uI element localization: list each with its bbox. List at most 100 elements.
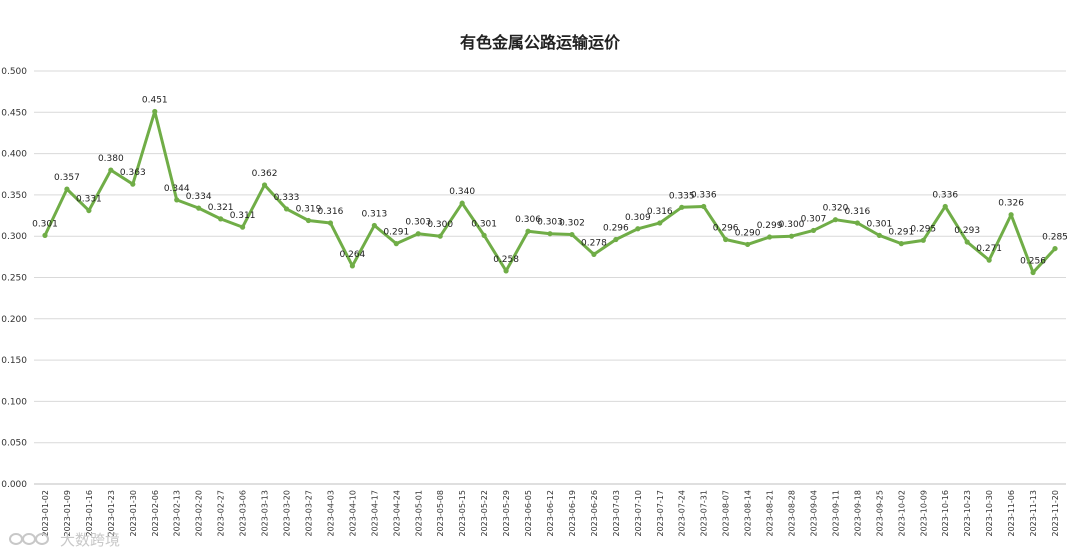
data-label: 0.299 [757, 221, 783, 231]
data-point [305, 217, 312, 224]
x-tick-label: 2023-11-06 [1007, 490, 1016, 537]
x-tick-label: 2023-11-13 [1029, 490, 1038, 537]
data-label: 0.336 [691, 190, 717, 200]
x-tick-label: 2023-09-18 [853, 490, 862, 537]
data-point [525, 228, 531, 234]
data-label: 0.290 [735, 228, 761, 238]
data-label: 0.320 [823, 204, 849, 214]
data-label: 0.291 [888, 228, 914, 238]
data-point [942, 203, 948, 210]
data-label: 0.301 [471, 219, 497, 229]
data-point [701, 203, 707, 210]
x-tick-label: 2023-09-11 [831, 490, 840, 537]
data-label: 0.296 [713, 224, 739, 234]
data-label: 0.380 [98, 154, 124, 164]
data-points [42, 108, 1058, 276]
data-point [788, 233, 795, 239]
data-label: 0.336 [932, 190, 958, 200]
x-tick-label: 2023-10-23 [963, 490, 972, 537]
x-axis-ticks: 2023-01-02 2023-01-09 2023-01-16 2023-01-23… [41, 490, 1060, 537]
data-label: 0.357 [54, 173, 80, 183]
data-label: 0.301 [32, 219, 58, 229]
x-tick-label: 2023-03-20 [283, 490, 292, 537]
x-tick-label: 2023-11-20 [1051, 490, 1060, 537]
data-point [854, 220, 861, 226]
x-tick-label: 2023-02-13 [173, 490, 182, 537]
data-point [261, 182, 268, 188]
x-tick-label: 2023-05-01 [414, 490, 423, 537]
x-tick-label: 2023-05-22 [480, 490, 489, 536]
data-label: 0.291 [383, 228, 409, 238]
data-point [42, 232, 48, 238]
x-tick-label: 2023-07-03 [612, 490, 621, 537]
x-tick-label: 2023-01-16 [85, 490, 94, 537]
data-label: 0.331 [76, 195, 102, 205]
data-point [218, 216, 224, 222]
x-tick-label: 2023-08-28 [788, 490, 797, 537]
y-tick-label: 0.400 [1, 150, 27, 160]
data-point [437, 233, 443, 239]
data-label: 0.335 [669, 191, 695, 201]
data-label: 0.271 [976, 244, 1002, 254]
data-label: 0.258 [493, 255, 519, 265]
x-tick-label: 2023-05-15 [458, 490, 467, 537]
x-tick-label: 2023-06-05 [524, 490, 533, 537]
x-tick-label: 2023-10-09 [919, 490, 928, 537]
data-label: 0.326 [998, 199, 1024, 209]
data-point [152, 108, 158, 115]
data-point [371, 222, 377, 229]
data-point [1008, 212, 1014, 218]
data-label: 0.340 [449, 187, 475, 197]
data-label: 0.451 [142, 95, 168, 105]
infinity-icon [9, 533, 49, 545]
data-point [459, 200, 465, 206]
x-tick-label: 2023-04-24 [392, 490, 401, 537]
x-tick-label: 2023-05-29 [502, 490, 511, 537]
x-tick-label: 2023-02-06 [151, 490, 160, 537]
data-point [723, 236, 729, 243]
x-tick-label: 2023-01-23 [107, 490, 116, 537]
data-label: 0.313 [361, 209, 387, 219]
data-point [503, 268, 509, 274]
watermark: 大数跨境 [9, 531, 120, 549]
x-tick-label: 2023-10-02 [897, 490, 906, 537]
x-tick-label: 2023-01-09 [63, 490, 72, 537]
data-point [196, 205, 202, 211]
data-point [986, 257, 992, 263]
data-point [174, 197, 180, 203]
x-tick-label: 2023-01-02 [41, 490, 50, 537]
data-label: 0.363 [120, 168, 146, 178]
x-tick-label: 2023-02-27 [217, 490, 226, 537]
x-tick-label: 2023-04-10 [348, 490, 357, 537]
y-axis-ticks: 0.000 0.050 0.100 0.150 0.200 0.250 0.300 0.350… [1, 67, 27, 490]
y-tick-label: 0.000 [1, 480, 27, 490]
y-tick-label: 0.200 [1, 315, 27, 325]
y-tick-label: 0.100 [1, 397, 27, 407]
y-tick-label: 0.300 [1, 232, 27, 242]
data-label: 0.311 [230, 211, 256, 221]
data-point [1030, 269, 1036, 276]
x-tick-label: 2023-08-14 [744, 490, 753, 537]
data-point [745, 241, 751, 248]
x-tick-label: 2023-04-03 [326, 490, 335, 537]
watermark-text: 大数跨境 [60, 531, 120, 549]
data-label: 0.303 [537, 218, 563, 228]
data-labels: 0.301 0.357 0.331 0.380 0.363 0.451 0.3440.334… [32, 95, 1068, 266]
data-label: 0.333 [274, 193, 300, 203]
data-label: 0.296 [603, 224, 629, 234]
data-point [613, 236, 619, 243]
x-tick-label: 2023-04-17 [370, 490, 379, 537]
x-tick-label: 2023-03-06 [239, 490, 248, 537]
data-point [327, 220, 334, 226]
x-tick-label: 2023-09-25 [875, 490, 884, 537]
data-point [108, 167, 114, 173]
x-tick-label: 2023-07-10 [634, 490, 643, 537]
x-tick-label: 2023-07-31 [700, 490, 709, 537]
data-point [591, 251, 597, 257]
x-tick-label: 2023-06-19 [568, 490, 577, 537]
data-point [898, 241, 904, 247]
x-tick-label: 2023-07-24 [678, 490, 687, 537]
data-point [1052, 245, 1058, 252]
x-tick-label: 2023-10-16 [941, 490, 950, 537]
